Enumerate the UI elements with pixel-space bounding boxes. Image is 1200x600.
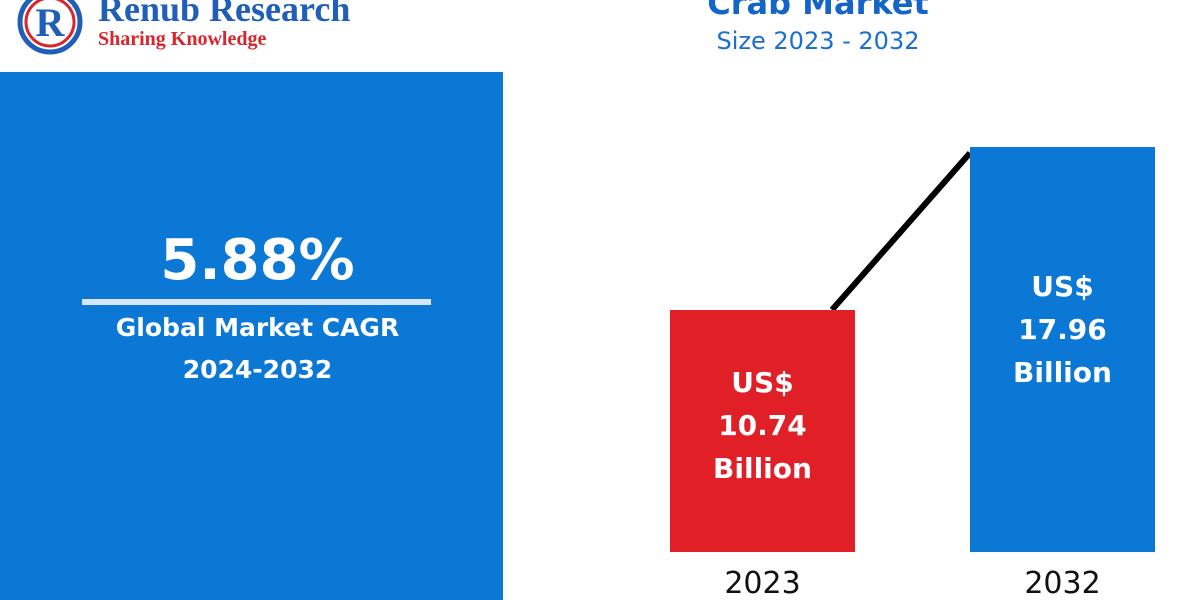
logo-ring [17,0,83,55]
value-label: US$ 17.96 Billion [1013,269,1112,389]
cagr-period: 2024-2032 [182,355,333,384]
chart-title: Crab Market [707,0,929,22]
logo-ring-inner [24,0,76,48]
chart-subtitle: Size 2023 - 2032 [716,27,920,55]
cagr-panel [0,72,503,600]
bar [670,309,855,552]
trend-line [829,151,973,312]
cagr-value: 5.88% [160,228,355,293]
x-tick-label: 2023 [724,566,801,600]
bar [970,147,1155,552]
x-tick-label: 2032 [1024,566,1101,600]
divider [82,299,431,305]
logo-tagline: Sharing Knowledge [98,28,267,50]
connector [829,151,973,312]
value-label: US$ 10.74 Billion [713,365,812,485]
logo-glyph: R [36,0,66,45]
cagr-label: Global Market CAGR [115,313,400,342]
logo-name: Renub Research [98,0,351,29]
